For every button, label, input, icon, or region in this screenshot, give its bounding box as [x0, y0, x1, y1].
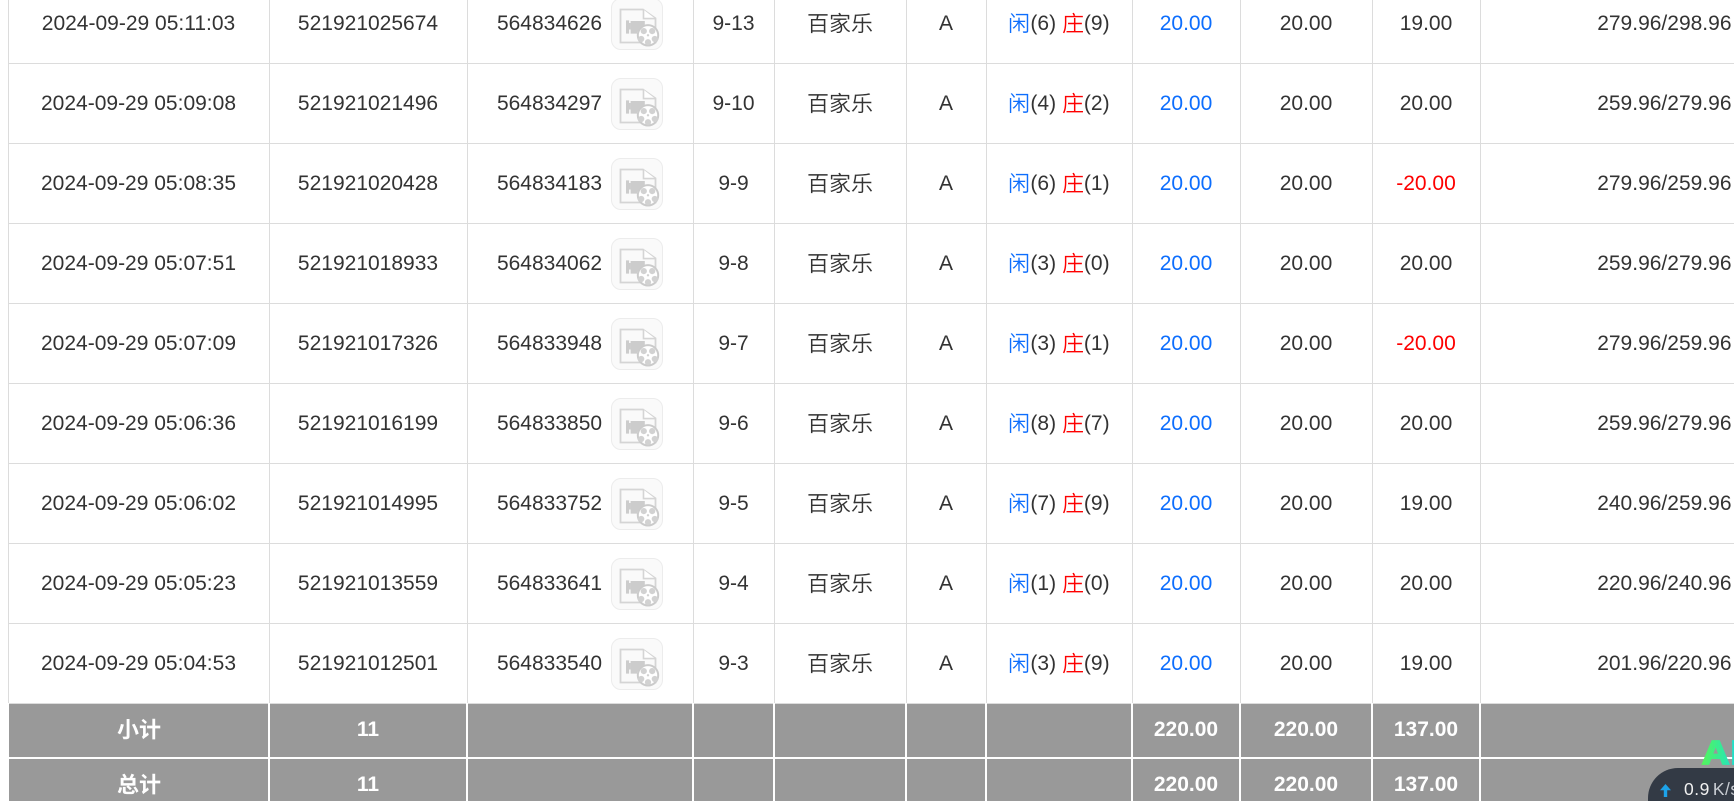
svg-text:AI: AI: [1702, 738, 1734, 768]
